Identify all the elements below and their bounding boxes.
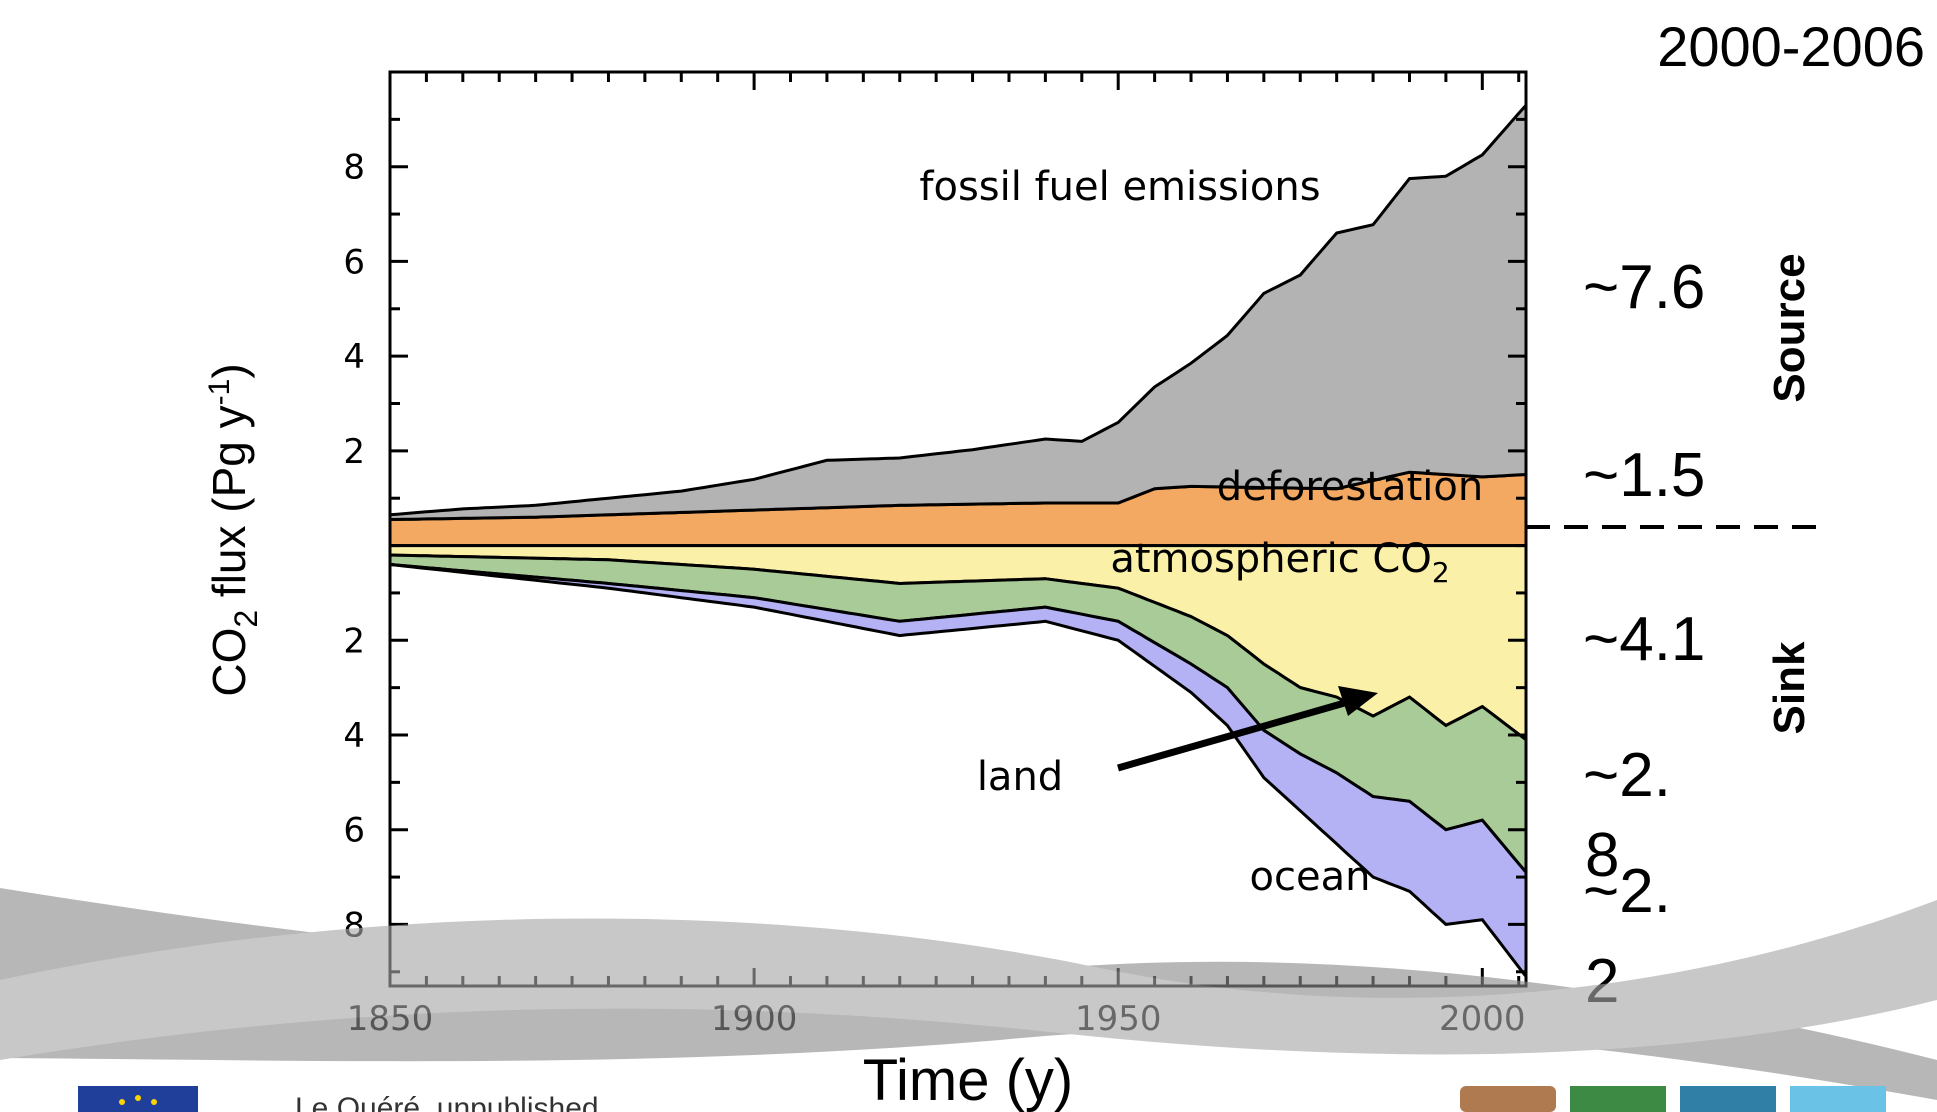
budget-land-b: 8 bbox=[1585, 821, 1619, 890]
area-ocean bbox=[390, 563, 1526, 979]
partner-logos bbox=[1460, 1086, 1886, 1112]
annotation-deforestation: deforestation bbox=[1217, 464, 1483, 510]
y-tick-label-source: 6 bbox=[343, 242, 365, 282]
period-label: 2000-2006 bbox=[1657, 15, 1925, 78]
annotation-fossil: fossil fuel emissions bbox=[919, 164, 1320, 210]
land-arrow-head bbox=[1338, 686, 1378, 716]
citation-text: Le Quéré, unpublished bbox=[295, 1092, 599, 1112]
y-tick-label-sink: 4 bbox=[343, 716, 365, 756]
budget-fossil: ~7.6 bbox=[1583, 253, 1705, 322]
budget-atmospheric: ~4.1 bbox=[1583, 605, 1705, 674]
y-tick-label-sink: 6 bbox=[343, 811, 365, 851]
budget-ocean-a: ~2. bbox=[1583, 857, 1671, 926]
annotation-atmospheric: atmospheric CO2 bbox=[1110, 536, 1449, 589]
land-arrow-line bbox=[1117, 698, 1349, 772]
y-tick-label-source: 4 bbox=[343, 337, 365, 377]
annotation-ocean: ocean bbox=[1250, 854, 1371, 900]
y-tick-label-sink: 2 bbox=[343, 621, 365, 661]
y-axis-title: CO2 flux (Pg y-1) bbox=[203, 363, 264, 696]
annotation-land: land bbox=[977, 754, 1063, 800]
decorative-swoosh bbox=[0, 888, 1937, 1100]
sink-label: Sink bbox=[1765, 641, 1814, 734]
budget-values: ~7.6 ~1.5 ~4.1 ~2. 8 ~2. 2 bbox=[1583, 253, 1705, 1016]
area-fossil-fuel-emissions bbox=[390, 102, 1526, 522]
x-axis-title: Time (y) bbox=[863, 1048, 1073, 1112]
eu-flag-logo bbox=[78, 1086, 198, 1112]
y-tick-label-source: 2 bbox=[343, 432, 365, 472]
source-label: Source bbox=[1765, 253, 1814, 402]
budget-land-a: ~2. bbox=[1583, 741, 1671, 810]
budget-deforestation: ~1.5 bbox=[1583, 441, 1705, 510]
y-tick-label-source: 8 bbox=[343, 148, 365, 188]
